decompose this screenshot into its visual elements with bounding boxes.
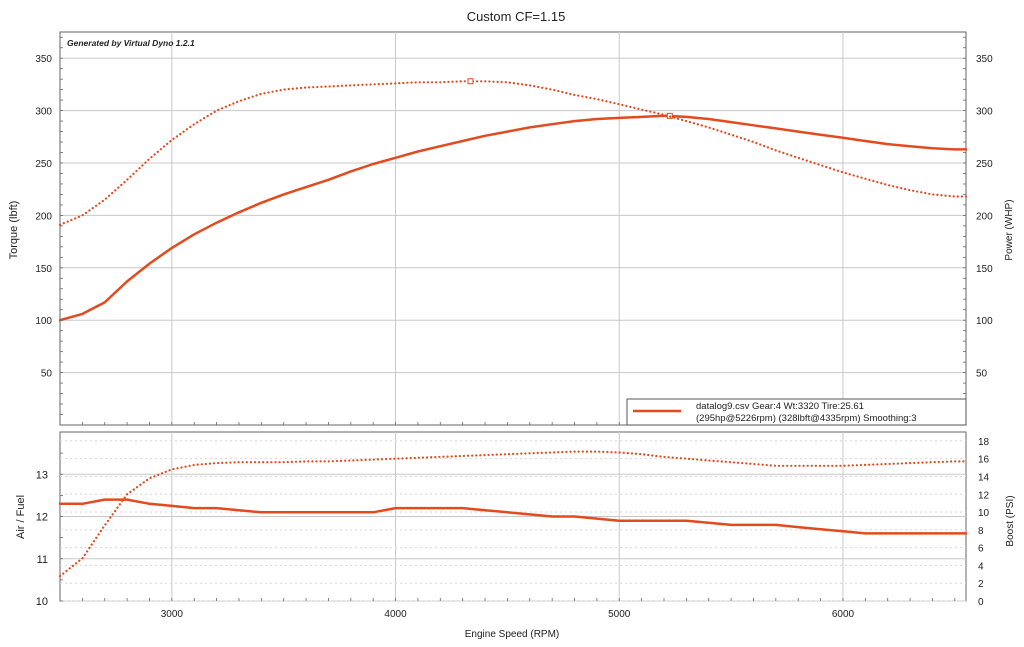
y-tick-label-left: 300 <box>35 107 52 118</box>
y-tick-label-right: 300 <box>976 107 993 118</box>
bottom-ticks: 3000 4000 5000 6000 10 11 12 13 0 2 4 6 8 10 12 14 16 18 <box>36 431 990 620</box>
top-series <box>58 78 968 322</box>
y-tick-label-left: 50 <box>41 369 53 380</box>
y-tick-label-right: 100 <box>976 316 993 327</box>
torque-line <box>58 80 968 226</box>
bottom-grid <box>60 432 966 602</box>
y-axis-label-air-fuel: Air / Fuel <box>15 495 27 539</box>
torque-peak-marker <box>467 78 474 85</box>
boost-tick-label: 8 <box>978 526 984 537</box>
x-tick-label: 5000 <box>608 609 631 620</box>
boost-tick-label: 10 <box>978 508 990 519</box>
y-tick-label-right: 150 <box>976 264 993 275</box>
y-axis-label-boost: Boost (PSI) <box>1005 495 1016 546</box>
air-fuel-tick-label: 11 <box>37 554 48 566</box>
y-axis-label-left: Torque (lbft) <box>8 201 20 260</box>
y-tick-label-left: 100 <box>35 316 52 327</box>
boost-tick-label: 16 <box>978 455 990 466</box>
top-panel-frame <box>59 31 967 426</box>
y-tick-label-right: 50 <box>976 369 988 380</box>
legend-line-2: (295hp@5226rpm) (328lbft@4335rpm) Smooth… <box>696 413 917 424</box>
boost-tick-label: 0 <box>978 597 984 608</box>
boost-tick-label: 12 <box>978 490 990 501</box>
chart-title: Custom CF=1.15 <box>467 9 566 24</box>
boost-tick-label: 18 <box>978 437 990 448</box>
legend-box <box>626 398 967 426</box>
watermark: Generated by Virtual Dyno 1.2.1 <box>67 38 195 48</box>
x-axis-label: Engine Speed (RPM) <box>465 629 560 640</box>
legend: datalog9.csv Gear:4 Wt:3320 Tire:25.61 (… <box>626 398 967 426</box>
air-fuel-tick-label: 12 <box>36 512 48 524</box>
power-line <box>58 114 968 322</box>
top-ticks: 50 50 100 100 150 150 200 200 250 250 300 300 350 350 <box>35 36 993 426</box>
boost-tick-label: 4 <box>978 561 984 572</box>
boost-tick-label: 14 <box>978 472 990 483</box>
x-tick-label: 4000 <box>384 609 407 620</box>
top-grid <box>60 32 966 425</box>
air-fuel-line <box>58 498 968 535</box>
y-tick-label-left: 150 <box>35 264 52 275</box>
x-tick-label: 6000 <box>832 609 855 620</box>
x-tick-label: 3000 <box>161 609 184 620</box>
y-tick-label-left: 200 <box>35 211 52 222</box>
y-tick-label-right: 200 <box>976 211 993 222</box>
boost-tick-label: 2 <box>978 579 984 590</box>
air-fuel-tick-label: 10 <box>36 596 48 608</box>
bottom-series <box>58 450 968 578</box>
y-axis-label-right: Power (WHP) <box>1004 199 1015 260</box>
y-tick-label-right: 350 <box>976 54 993 65</box>
air-fuel-tick-label: 13 <box>36 469 48 481</box>
legend-line-1: datalog9.csv Gear:4 Wt:3320 Tire:25.61 <box>696 401 864 412</box>
boost-line <box>58 450 968 578</box>
boost-tick-label: 6 <box>978 544 984 555</box>
y-tick-label-right: 250 <box>976 159 993 170</box>
y-tick-label-left: 250 <box>35 159 52 170</box>
y-tick-label-left: 350 <box>35 54 52 65</box>
